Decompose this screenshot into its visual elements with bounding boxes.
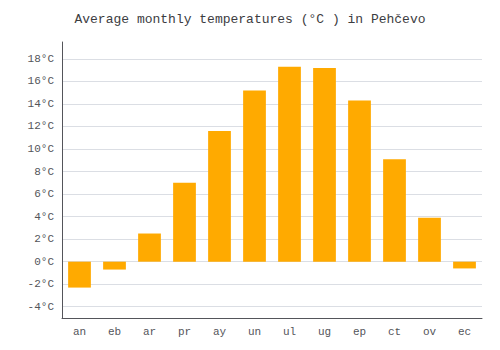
svg-text:Average monthly temperatures (: Average monthly temperatures (°C ) in Pe… — [74, 12, 425, 27]
svg-text:ay: ay — [213, 326, 227, 338]
svg-text:6°C: 6°C — [34, 188, 54, 200]
svg-text:pr: pr — [178, 326, 191, 338]
svg-text:16°C: 16°C — [28, 75, 55, 87]
svg-text:ep: ep — [353, 326, 366, 338]
svg-text:un: un — [248, 326, 261, 338]
svg-text:ul: ul — [283, 326, 296, 338]
svg-text:14°C: 14°C — [28, 98, 55, 110]
svg-text:10°C: 10°C — [28, 143, 55, 155]
svg-text:ec: ec — [458, 326, 471, 338]
svg-text:ov: ov — [423, 326, 437, 338]
svg-text:12°C: 12°C — [28, 120, 55, 132]
svg-text:ct: ct — [388, 326, 401, 338]
svg-text:2°C: 2°C — [34, 233, 54, 245]
svg-text:0°C: 0°C — [34, 256, 54, 268]
svg-text:eb: eb — [108, 326, 121, 338]
svg-text:an: an — [73, 326, 86, 338]
svg-text:ar: ar — [143, 326, 156, 338]
svg-text:4°C: 4°C — [34, 211, 54, 223]
svg-text:18°C: 18°C — [28, 53, 55, 65]
svg-text:-4°C: -4°C — [28, 301, 55, 313]
svg-text:ug: ug — [318, 326, 331, 338]
svg-text:-2°C: -2°C — [28, 278, 55, 290]
svg-text:8°C: 8°C — [34, 166, 54, 178]
